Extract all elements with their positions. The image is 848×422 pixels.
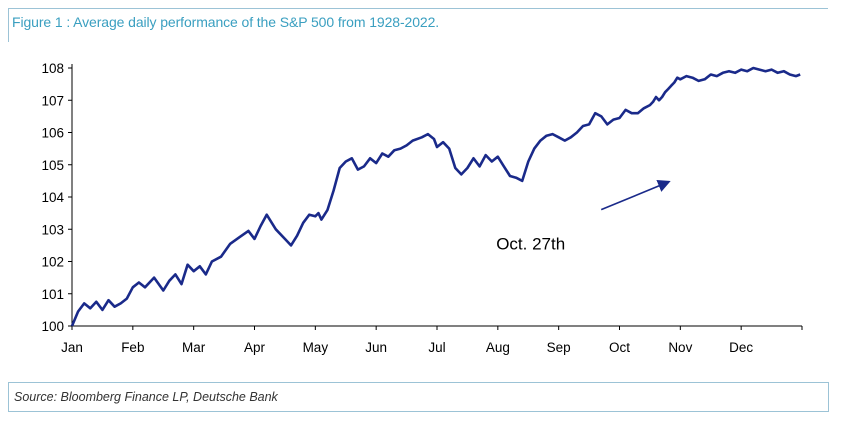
left-rule [8, 8, 9, 42]
line-chart: 100 101 102 103 104 105 106 107 108 Jan Feb Mar Apr M… [41, 61, 803, 355]
y-tick-label: 108 [41, 61, 64, 76]
y-tick-label: 102 [41, 255, 64, 270]
x-tick-label: Oct [609, 340, 630, 355]
y-tick-label: 100 [41, 319, 64, 334]
x-tick-label: Apr [244, 340, 266, 355]
y-tick-label: 101 [41, 287, 64, 302]
bottom-left-rule [8, 382, 9, 412]
annotation-arrow [600, 179, 671, 211]
y-tick-label: 106 [41, 126, 64, 141]
y-tick-label: 103 [41, 222, 64, 237]
bottom-base-rule [8, 411, 828, 412]
x-tick-label: Feb [121, 340, 144, 355]
figure-title: Figure 1 : Average daily performance of … [12, 14, 440, 30]
x-tick-label: May [303, 340, 329, 355]
x-tick-label: Jan [61, 340, 83, 355]
y-tick-label: 107 [41, 93, 64, 108]
y-tick-label: 105 [41, 158, 64, 173]
x-tick-label: Jul [428, 340, 445, 355]
series-line [70, 66, 801, 327]
y-tick-label: 104 [41, 190, 64, 205]
x-tick-label: Jun [365, 340, 387, 355]
x-tick-label: Sep [547, 340, 571, 355]
top-rule [8, 8, 828, 9]
bottom-rule [8, 382, 828, 383]
x-tick-label: Aug [486, 340, 510, 355]
x-tick-label: Mar [182, 340, 206, 355]
x-tick-label: Nov [668, 340, 692, 355]
bottom-right-rule [828, 382, 829, 412]
annotation-label: Oct. 27th [496, 235, 565, 254]
source-note: Source: Bloomberg Finance LP, Deutsche B… [14, 390, 278, 404]
x-tick-label: Dec [729, 340, 753, 355]
